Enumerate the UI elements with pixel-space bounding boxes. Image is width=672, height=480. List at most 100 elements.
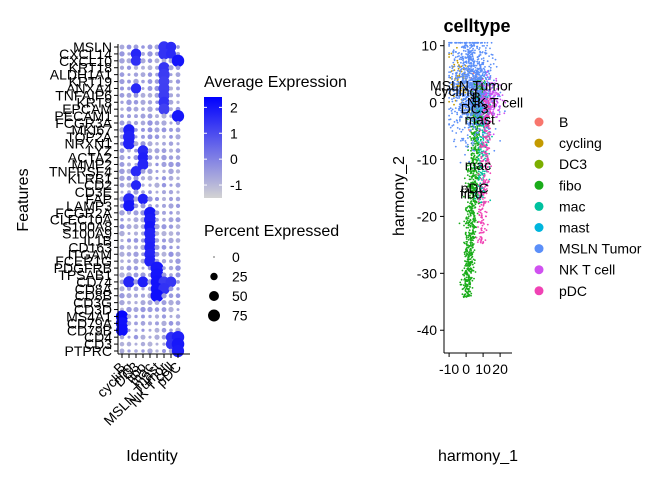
umap-cell-point: [467, 294, 470, 297]
umap-cell-point: [476, 151, 478, 153]
dot-cycling-s100a9: [127, 232, 131, 236]
umap-cell-point: [470, 153, 473, 156]
umap-cell-point: [460, 283, 463, 286]
umap-cell-point: [486, 80, 489, 83]
umap-cell-point: [484, 227, 486, 230]
umap-cell-point: [486, 170, 488, 172]
umap-cell-point: [473, 52, 476, 54]
umap-cell-point: [482, 135, 484, 138]
umap-cell-point: [471, 88, 474, 91]
umap-cell-point: [448, 56, 450, 58]
dot-msln-tumor-mmp2: [161, 161, 167, 168]
dot-dc3-clec10a: [133, 217, 139, 223]
umap-cell-point: [483, 75, 486, 77]
dot-pdc-cd74: [176, 279, 180, 284]
umap-cell-point: [470, 137, 473, 140]
dot-fibo-il1b: [140, 238, 146, 243]
umap-cell-point: [473, 249, 476, 252]
umap-cell-point: [467, 66, 470, 68]
umap-cell-point: [481, 231, 483, 234]
umap-cell-point: [472, 269, 475, 272]
celltype-legend-label: mast: [559, 220, 589, 236]
umap-cell-point: [478, 114, 481, 116]
umap-cell-point: [478, 71, 481, 74]
umap-cell-point: [485, 192, 488, 195]
dot-fibo-fap: [137, 193, 149, 205]
umap-cell-point: [448, 108, 450, 110]
dot-mac-cxcl10: [147, 58, 153, 64]
umap-cell-point: [452, 124, 455, 126]
dot-dc3-nrxn1: [133, 141, 139, 147]
umap-cell-point: [456, 76, 459, 79]
umap-cell-point: [474, 49, 476, 52]
umap-cell-point: [448, 76, 450, 79]
dot-fibo-mki67: [141, 127, 145, 132]
umap-cell-point: [468, 279, 471, 281]
umap-cell-point: [478, 63, 481, 66]
umap-cell-point: [466, 206, 468, 209]
umap-cell-point: [451, 77, 453, 80]
umap-cell-point: [489, 66, 492, 69]
dot-mast-fcgr3a: [154, 120, 160, 126]
umap-cell-point: [468, 102, 470, 105]
dot-dc3-cd3g: [134, 301, 138, 305]
umap-cell-point: [472, 178, 475, 181]
dot-plot-y-tick-label: FCGR2A: [55, 205, 112, 221]
umap-cell-point: [474, 197, 477, 200]
umap-cell-point: [478, 48, 480, 51]
dot-b-s100a8: [119, 224, 125, 230]
umap-cell-point: [468, 90, 471, 93]
dot-nk-t-cell-mki67: [169, 127, 173, 132]
dot-plot-y-tick-label: ANXA4: [66, 80, 112, 96]
umap-cell-point: [472, 266, 475, 269]
dot-mac-cxcl14: [147, 51, 153, 57]
dot-plot-y-tick-label: CD79A: [67, 315, 113, 331]
umap-cell-point: [469, 241, 472, 244]
dot-dc3-mmp2: [134, 162, 138, 167]
umap-cell-point: [448, 123, 450, 125]
umap-cell-point: [471, 192, 473, 195]
dot-cycling-mmp2: [127, 162, 131, 167]
dot-nk-t-cell-cd8a: [168, 286, 174, 292]
umap-cell-point: [484, 66, 486, 68]
umap-cell-point: [490, 165, 492, 168]
umap-cell-point: [478, 87, 480, 89]
umap-cell-point: [464, 77, 467, 80]
umap-cell-point: [467, 234, 470, 237]
dot-plot-y-tick-label: CD74: [76, 274, 112, 290]
dot-b-pdgfrb: [119, 266, 125, 271]
dot-plot-y-tick-label: PDGFRB: [54, 260, 112, 276]
umap-cell-point: [469, 214, 472, 217]
dot-b-cd74: [119, 279, 125, 285]
dot-nk-t-cell-fcer1g: [169, 259, 173, 264]
umap-cell-point: [458, 128, 461, 130]
umap-cell-point: [467, 53, 470, 56]
umap-cell-point: [475, 174, 477, 176]
umap-cell-point: [481, 242, 484, 245]
celltype-legend-label: cycling: [559, 135, 602, 151]
umap-cell-point: [472, 47, 474, 50]
umap-cell-point: [475, 104, 478, 107]
dot-nk-t-cell-krt18: [168, 65, 174, 71]
umap-cell-point: [478, 73, 481, 76]
umap-cell-point: [481, 172, 484, 175]
dot-fibo-cd3g: [140, 300, 146, 306]
dot-plot-y-tick-label: CD2: [84, 177, 112, 193]
umap-cell-point: [476, 138, 478, 141]
dot-pdc-tpsab1: [175, 272, 181, 278]
dot-pdc-s100a9: [175, 231, 181, 236]
dot-msln-tumor-nrxn1: [162, 141, 166, 146]
dot-mast-lamp3: [155, 204, 159, 208]
umap-cell-point: [497, 95, 499, 98]
umap-cell-point: [493, 99, 495, 101]
dot-plot-y-tick-label: PTPRC: [65, 343, 112, 359]
dot-mast-krt8: [155, 100, 159, 105]
umap-cell-point: [485, 113, 488, 116]
umap-cell-point: [483, 91, 485, 94]
umap-cell-point: [499, 84, 501, 86]
umap-cell-point: [473, 106, 476, 109]
umap-cell-point: [466, 41, 468, 44]
dot-mac-pecam1: [147, 113, 153, 119]
dot-dc3-cd3d: [133, 306, 139, 313]
dot-mac-krt19: [147, 79, 153, 84]
